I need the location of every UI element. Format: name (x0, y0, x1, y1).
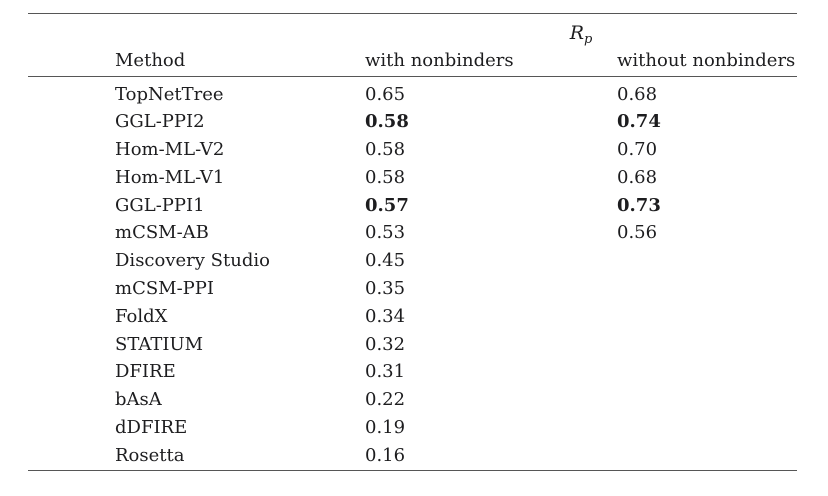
with-nonbinders-cell: 0.45 (365, 250, 406, 272)
method-cell: bAsA (115, 389, 162, 411)
without-nonbinders-cell (617, 382, 797, 410)
rp-group-header: Rp (365, 14, 797, 47)
with-nonbinders-cell: 0.58 (365, 139, 406, 161)
with-nonbinders-cell: 0.32 (365, 333, 406, 355)
table-row: TopNetTree 0.65 0.68 (28, 77, 797, 105)
method-cell: Discovery Studio (115, 250, 270, 272)
results-table: Rp Method with nonbinders without nonbin… (28, 13, 798, 472)
rp-math-symbol: Rp (569, 22, 593, 47)
table-row: Hom-ML-V2 0.58 0.70 (28, 132, 797, 160)
with-nonbinders-cell: 0.19 (365, 417, 406, 439)
without-nonbinders-cell: 0.56 (617, 222, 658, 244)
without-nonbinders-cell: 0.68 (617, 166, 658, 188)
method-cell: STATIUM (115, 333, 204, 355)
table-row: Discovery Studio 0.45 (28, 243, 797, 271)
without-nonbinders-cell (617, 354, 797, 382)
with-nonbinders-cell: 0.57 (365, 194, 409, 216)
group-header-spacer (28, 14, 365, 47)
column-header-method: Method (28, 46, 365, 77)
with-nonbinders-cell: 0.58 (365, 111, 409, 133)
column-header-without-nonbinders: without nonbinders (617, 46, 798, 77)
table-row: STATIUM 0.32 (28, 327, 797, 355)
table-row: bAsA 0.22 (28, 382, 797, 410)
method-cell: dDFIRE (115, 417, 188, 439)
method-cell: mCSM-AB (115, 222, 209, 244)
table-row: dDFIRE 0.19 (28, 410, 797, 438)
table-row: GGL-PPI1 0.57 0.73 (28, 188, 797, 216)
method-cell: FoldX (115, 305, 168, 327)
group-header-row: Rp (28, 14, 797, 47)
table-row: Rosetta 0.16 (28, 438, 797, 471)
with-nonbinders-cell: 0.58 (365, 166, 406, 188)
without-nonbinders-cell (617, 243, 797, 271)
with-nonbinders-cell: 0.65 (365, 84, 406, 105)
method-cell: DFIRE (115, 361, 176, 383)
table-row: DFIRE 0.31 (28, 354, 797, 382)
method-cell: Rosetta (115, 444, 185, 466)
table-row: mCSM-AB 0.53 0.56 (28, 215, 797, 243)
without-nonbinders-cell: 0.68 (617, 84, 658, 105)
with-nonbinders-cell: 0.16 (365, 444, 406, 466)
with-nonbinders-cell: 0.53 (365, 222, 406, 244)
with-nonbinders-cell: 0.34 (365, 305, 406, 327)
without-nonbinders-cell (617, 299, 797, 327)
table-row: mCSM-PPI 0.35 (28, 271, 797, 299)
without-nonbinders-cell (617, 271, 797, 299)
table-body: TopNetTree 0.65 0.68 GGL-PPI2 0.58 0.74 … (28, 77, 797, 471)
table-row: Hom-ML-V1 0.58 0.68 (28, 160, 797, 188)
method-cell: Hom-ML-V1 (115, 166, 225, 188)
without-nonbinders-cell: 0.74 (617, 111, 661, 133)
method-cell: TopNetTree (115, 84, 224, 105)
without-nonbinders-cell: 0.73 (617, 194, 661, 216)
without-nonbinders-cell (617, 410, 797, 438)
without-nonbinders-cell: 0.70 (617, 139, 658, 161)
method-cell: mCSM-PPI (115, 278, 215, 300)
with-nonbinders-cell: 0.31 (365, 361, 406, 383)
method-cell: GGL-PPI2 (115, 111, 205, 133)
rp-symbol-base: R (569, 22, 584, 44)
column-header-row: Method with nonbinders without nonbinder… (28, 46, 798, 77)
table-row: GGL-PPI2 0.58 0.74 (28, 104, 797, 132)
rp-symbol-subscript: p (584, 32, 593, 47)
with-nonbinders-cell: 0.22 (365, 389, 406, 411)
table-row: FoldX 0.34 (28, 299, 797, 327)
without-nonbinders-cell (617, 438, 797, 471)
column-header-with-nonbinders: with nonbinders (365, 46, 617, 77)
method-cell: Hom-ML-V2 (115, 139, 225, 161)
without-nonbinders-cell (617, 327, 797, 355)
with-nonbinders-cell: 0.35 (365, 278, 406, 300)
method-cell: GGL-PPI1 (115, 194, 205, 216)
